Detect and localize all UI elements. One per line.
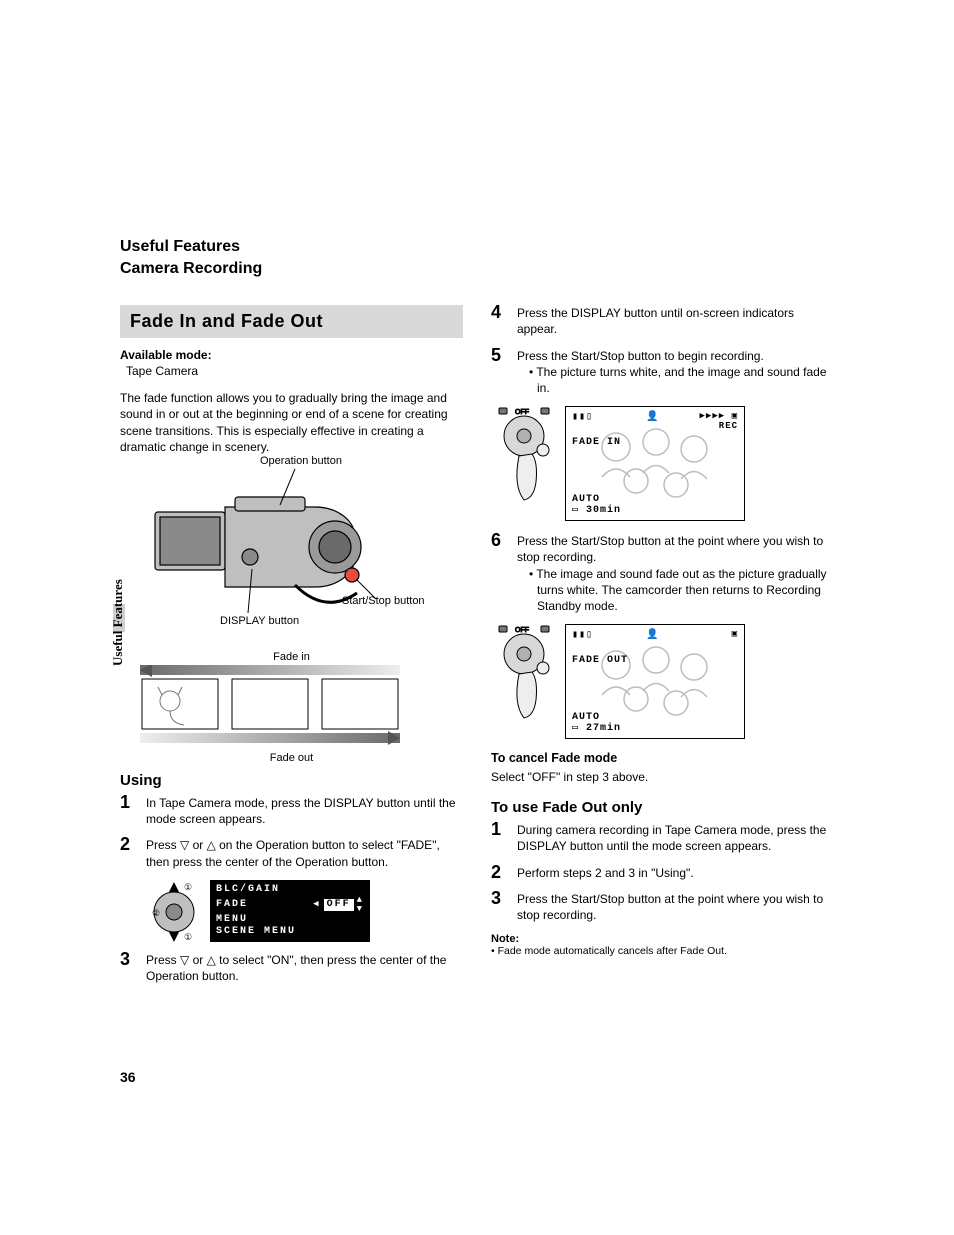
using-heading: Using (120, 772, 463, 789)
step-2: 2 Press ▽ or △ on the Operation button t… (120, 837, 463, 869)
svg-text:①: ① (184, 882, 192, 892)
camcorder-diagram: Operation button (120, 457, 463, 647)
battery-icon: ▮▮▯ (572, 411, 593, 423)
osd-menu: BLC/GAIN FADE ◀ OFF ▲ ▼ MENU SCENE MENU (210, 880, 370, 942)
menu-item-selected: FADE ◀ OFF ▲ ▼ (216, 896, 364, 914)
step-text: During camera recording in Tape Camera m… (517, 822, 834, 854)
header-line-2: Camera Recording (120, 258, 834, 280)
fade-in-indicator: FADE IN (572, 437, 621, 448)
step-number: 3 (120, 950, 136, 984)
step-text: Press the Start/Stop button at the point… (517, 891, 834, 923)
note-heading: Note: (491, 933, 834, 945)
step-text: Press ▽ or △ on the Operation button to … (146, 837, 463, 869)
menu-item: MENU (216, 914, 364, 926)
step-number: 2 (120, 835, 136, 869)
using-steps: 1 In Tape Camera mode, press the DISPLAY… (120, 795, 463, 870)
step-text: In Tape Camera mode, press the DISPLAY b… (146, 795, 463, 827)
left-column: Fade In and Fade Out Available mode: Tap… (120, 305, 463, 994)
available-mode-label: Available mode: (120, 348, 463, 362)
step-3: 3 Press ▽ or △ to select "ON", then pres… (120, 952, 463, 984)
screen-status: AUTO ▭ 27min (572, 712, 621, 734)
dial-hand-icon: OFF (491, 406, 557, 506)
menu-item: BLC/GAIN (216, 884, 364, 896)
step-text: Press the Start/Stop button to begin rec… (517, 348, 834, 364)
battery-icon: ▮▮▯ (572, 629, 593, 641)
dial-hand-icon: OFF (491, 624, 557, 724)
fade-sequence-icon (120, 665, 420, 745)
person-icon: 👤 (646, 629, 659, 641)
svg-text:OFF: OFF (515, 409, 529, 416)
fo-step-2: 2 Perform steps 2 and 3 in "Using". (491, 865, 834, 881)
step-text: Press the DISPLAY button until on-screen… (517, 305, 834, 337)
step-number: 1 (120, 793, 136, 827)
svg-text:①: ① (184, 932, 192, 942)
cancel-text: Select "OFF" in step 3 above. (491, 769, 834, 785)
fade-out-indicator: FADE OUT (572, 655, 628, 666)
step-text: Perform steps 2 and 3 in "Using". (517, 865, 834, 881)
step-number: 4 (491, 303, 507, 337)
fadeout-only-steps: 1 During camera recording in Tape Camera… (491, 822, 834, 923)
step-number: 1 (491, 820, 507, 854)
note-text: • Fade mode automatically cancels after … (491, 945, 834, 959)
svg-text:OFF: OFF (515, 627, 529, 634)
fade-in-caption: Fade in (120, 651, 463, 663)
step-number: 3 (491, 889, 507, 923)
step-4: 4 Press the DISPLAY button until on-scre… (491, 305, 834, 337)
display-button-label: DISPLAY button (220, 615, 299, 627)
step-number: 2 (491, 863, 507, 881)
screen-figure-2: OFF ▮▮▯ 👤 ▣ (491, 624, 834, 739)
fade-out-caption: Fade out (120, 752, 463, 764)
fo-step-1: 1 During camera recording in Tape Camera… (491, 822, 834, 854)
right-column: 4 Press the DISPLAY button until on-scre… (491, 305, 834, 994)
feature-title: Fade In and Fade Out (120, 305, 463, 338)
fo-step-3: 3 Press the Start/Stop button at the poi… (491, 891, 834, 923)
screen-status: AUTO ▭ 30min (572, 494, 621, 516)
rec-indicator: ▶▶▶▶ ▣ REC (700, 411, 739, 431)
menu-item: SCENE MENU (216, 926, 364, 938)
page-header: Useful Features Camera Recording (120, 236, 834, 279)
step-6: 6 Press the Start/Stop button at the poi… (491, 533, 834, 614)
svg-text:②: ② (152, 908, 160, 918)
available-mode-value: Tape Camera (126, 364, 463, 378)
header-line-1: Useful Features (120, 236, 834, 258)
lcd-screen-2: ▮▮▯ 👤 ▣ FADE OUT AUTO ▭ 27min (565, 624, 745, 739)
step-text: Press the Start/Stop button at the point… (517, 533, 834, 565)
menu-selected-value: OFF (324, 899, 354, 911)
intro-paragraph: The fade function allows you to graduall… (120, 390, 463, 455)
step-5: 5 Press the Start/Stop button to begin r… (491, 348, 834, 397)
fadeout-only-heading: To use Fade Out only (491, 799, 834, 816)
lcd-screen-1: ▮▮▯ 👤 ▶▶▶▶ ▣ REC FADE IN AUTO ▭ 30min (565, 406, 745, 521)
tape-indicator: ▣ (732, 629, 738, 639)
right-steps-top: 4 Press the DISPLAY button until on-scre… (491, 305, 834, 396)
step-1: 1 In Tape Camera mode, press the DISPLAY… (120, 795, 463, 827)
cancel-heading: To cancel Fade mode (491, 751, 834, 765)
left-arrow-icon: ◀ (313, 900, 320, 909)
step-number: 6 (491, 531, 507, 614)
person-icon: 👤 (646, 411, 659, 423)
right-steps-6: 6 Press the Start/Stop button at the poi… (491, 533, 834, 614)
screen-figure-1: OFF ▮▮▯ 👤 (491, 406, 834, 521)
page-number: 36 (120, 1069, 136, 1085)
step-number: 5 (491, 346, 507, 397)
step-text: Press ▽ or △ to select "ON", then press … (146, 952, 463, 984)
using-steps-cont: 3 Press ▽ or △ to select "ON", then pres… (120, 952, 463, 984)
operation-pad-icon: ① ② ① (146, 880, 202, 942)
fade-diagram: Fade in (120, 651, 463, 764)
step-bullet: • The image and sound fade out as the pi… (529, 566, 834, 615)
menu-figure: ① ② ① BLC/GAIN FADE ◀ OFF ▲ ▼ (146, 880, 463, 942)
down-arrow-icon: ▼ (357, 905, 364, 914)
start-stop-button-label: Start/Stop button (342, 595, 425, 607)
step-bullet: • The picture turns white, and the image… (529, 364, 834, 396)
